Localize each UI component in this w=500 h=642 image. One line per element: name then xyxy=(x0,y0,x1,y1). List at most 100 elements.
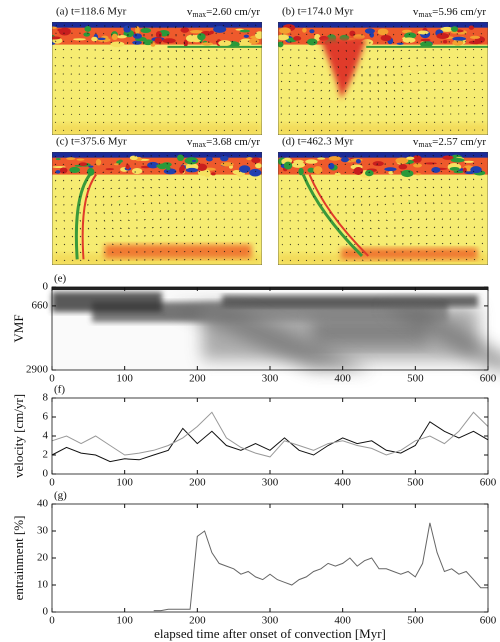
flow-arrow xyxy=(296,121,299,123)
flow-arrow xyxy=(118,203,121,206)
blob xyxy=(453,170,464,174)
flow-arrow xyxy=(94,155,97,157)
flow-arrow xyxy=(214,154,217,157)
flow-arrow xyxy=(71,243,74,246)
vmax-value: =3.68 cm/yr xyxy=(206,136,260,148)
flow-arrow xyxy=(111,227,114,230)
flow-arrow xyxy=(353,251,356,253)
flow-arrow xyxy=(54,121,57,123)
flow-arrow xyxy=(361,219,364,222)
flow-arrow xyxy=(456,56,459,59)
flow-arrow xyxy=(70,121,73,123)
flow-arrow xyxy=(449,226,452,229)
flow-arrow xyxy=(70,179,73,182)
flow-arrow xyxy=(441,64,443,67)
blob xyxy=(413,163,423,168)
flow-arrow xyxy=(199,194,201,197)
flow-arrow xyxy=(103,105,105,108)
flow-arrow xyxy=(102,57,105,59)
flow-arrow xyxy=(409,218,412,221)
flow-arrow xyxy=(456,186,459,189)
flow-arrow xyxy=(87,251,90,254)
flow-arrow xyxy=(174,178,177,181)
flow-arrow xyxy=(401,121,404,124)
blob xyxy=(353,34,365,40)
flow-arrow xyxy=(70,187,73,190)
flow-arrow xyxy=(231,242,234,245)
blob xyxy=(293,159,304,164)
flow-arrow xyxy=(329,25,331,28)
flow-arrow xyxy=(304,163,307,166)
blob xyxy=(52,26,57,30)
blob xyxy=(377,28,389,36)
blob xyxy=(55,157,61,161)
flow-arrow xyxy=(54,129,57,131)
flow-arrow xyxy=(481,258,484,261)
flow-arrow xyxy=(465,242,468,245)
flow-arrow xyxy=(159,218,162,221)
blob xyxy=(369,32,375,38)
flow-arrow xyxy=(198,154,201,157)
flow-arrow xyxy=(182,178,185,181)
flow-arrow xyxy=(86,40,89,43)
flow-arrow xyxy=(409,113,412,116)
flow-arrow xyxy=(79,259,82,261)
flow-arrow xyxy=(344,195,347,198)
flow-arrow xyxy=(79,195,81,198)
flow-arrow xyxy=(174,186,177,189)
flow-arrow xyxy=(103,243,106,245)
blob xyxy=(243,34,249,38)
blob xyxy=(131,168,143,175)
y-tick-label: 660 xyxy=(32,299,49,311)
flow-arrow xyxy=(86,163,89,166)
plot xyxy=(153,522,488,612)
blob xyxy=(328,162,335,170)
flow-arrow xyxy=(222,162,225,165)
flow-arrow xyxy=(215,97,218,100)
flow-arrow xyxy=(337,113,339,116)
flow-arrow xyxy=(79,251,82,254)
flow-arrow xyxy=(206,178,209,181)
flow-arrow xyxy=(409,97,412,100)
flow-arrow xyxy=(158,194,161,197)
hot-base xyxy=(104,244,252,259)
flow-arrow xyxy=(118,81,121,84)
flow-arrow xyxy=(401,210,404,213)
flow-arrow xyxy=(94,89,97,92)
field xyxy=(278,22,488,135)
flow-arrow xyxy=(79,219,81,222)
flow-arrow xyxy=(94,163,97,165)
flow-arrow xyxy=(55,259,58,262)
flow-arrow xyxy=(62,163,65,166)
flow-arrow xyxy=(78,179,81,182)
flow-arrow xyxy=(110,89,113,92)
flow-arrow xyxy=(63,259,66,262)
field-base xyxy=(52,123,262,135)
flow-arrow xyxy=(409,226,412,229)
flow-arrow xyxy=(110,179,113,181)
flow-arrow xyxy=(239,234,241,237)
flow-arrow xyxy=(400,33,403,36)
blob xyxy=(442,155,454,160)
flow-arrow xyxy=(416,41,419,43)
flow-arrow xyxy=(126,57,129,60)
flow-arrow xyxy=(328,89,331,92)
flow-arrow xyxy=(312,155,315,158)
flow-arrow xyxy=(231,186,233,189)
flow-arrow xyxy=(71,195,73,198)
flow-arrow xyxy=(401,97,404,100)
flow-arrow xyxy=(94,187,97,190)
flow-arrow xyxy=(377,57,379,61)
flow-arrow xyxy=(457,234,460,237)
flow-arrow xyxy=(198,178,201,181)
flow-arrow xyxy=(223,105,226,108)
flow-arrow xyxy=(215,89,218,92)
flow-arrow xyxy=(110,41,113,44)
flow-arrow xyxy=(167,243,170,245)
y-tick-label: 40 xyxy=(37,498,49,510)
flow-arrow xyxy=(329,251,332,254)
blob xyxy=(69,166,81,173)
blob xyxy=(442,40,448,44)
flow-arrow xyxy=(328,113,331,116)
